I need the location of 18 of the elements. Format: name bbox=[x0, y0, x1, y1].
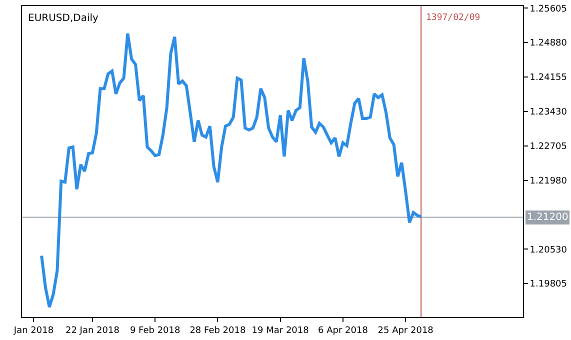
x-tick-label: 22 Jan 2018 bbox=[65, 326, 120, 336]
y-tick-label: 1.24880 bbox=[530, 38, 568, 49]
ref-line-label: 1397/02/09 bbox=[426, 13, 480, 23]
y-tick-label: 1.22705 bbox=[530, 142, 568, 152]
y-tick-label: 1.20530 bbox=[530, 245, 568, 256]
y-tick-label: 1.23430 bbox=[530, 108, 568, 118]
text: EURUSD,Daily bbox=[28, 12, 99, 24]
y-tick-label: 1.21980 bbox=[530, 176, 568, 186]
y-tick-label: 1.25605 bbox=[530, 4, 568, 14]
x-tick-label: Jan 2018 bbox=[12, 326, 54, 336]
y-tick-label: 1.24155 bbox=[530, 73, 568, 84]
x-tick-label: 6 Apr 2018 bbox=[318, 326, 368, 336]
y-tick-label: 1.19805 bbox=[530, 280, 568, 290]
x-tick-label: 28 Feb 2018 bbox=[190, 326, 246, 336]
x-tick-label: 25 Apr 2018 bbox=[378, 326, 434, 336]
x-tick-label: 19 Mar 2018 bbox=[252, 326, 310, 336]
ref-line-label: 1.21200 bbox=[527, 212, 568, 223]
x-tick-label: 9 Feb 2018 bbox=[130, 326, 180, 336]
